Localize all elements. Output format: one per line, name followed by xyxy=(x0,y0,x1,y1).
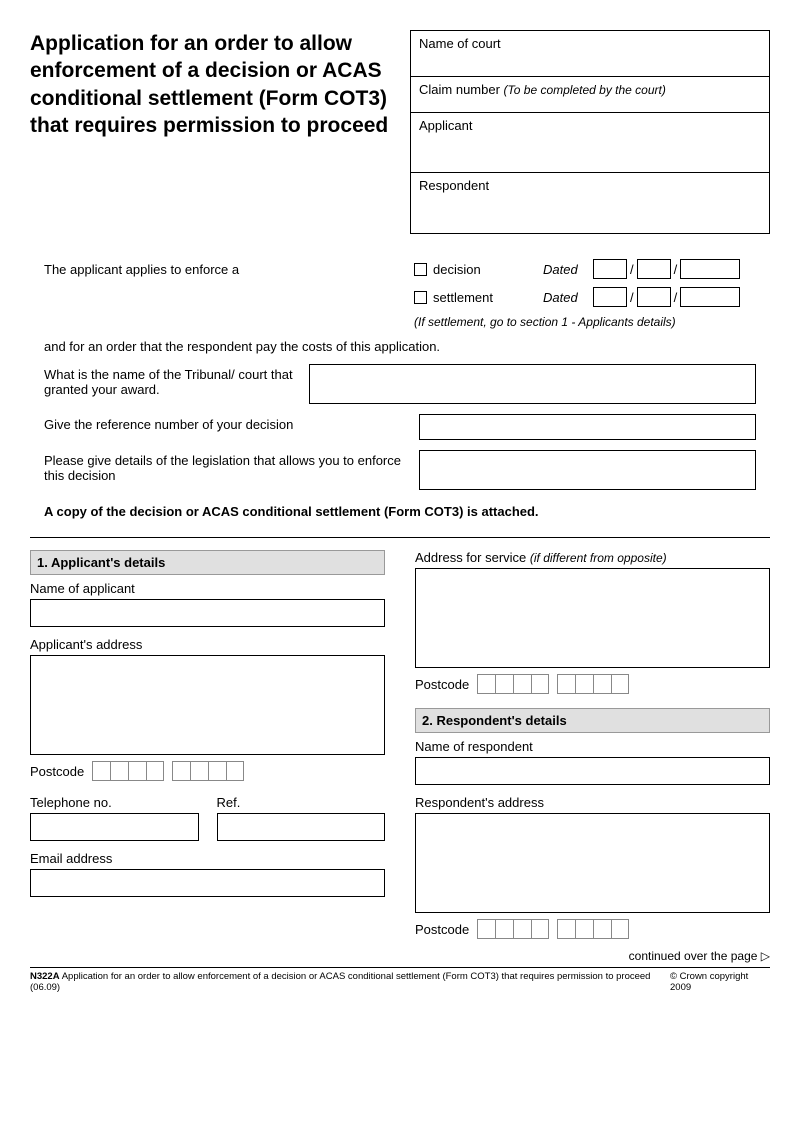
applicant-name-input[interactable] xyxy=(30,599,385,627)
legislation-input[interactable] xyxy=(419,450,756,490)
telephone-input[interactable] xyxy=(30,813,199,841)
continued-text: continued over the page xyxy=(629,949,758,963)
email-label: Email address xyxy=(30,851,385,866)
claim-number-cell: Claim number (To be completed by the cou… xyxy=(411,77,769,113)
applicant-address-label: Applicant's address xyxy=(30,637,385,652)
footer-copyright: © Crown copyright 2009 xyxy=(670,971,770,993)
legislation-question: Please give details of the legislation t… xyxy=(44,450,404,483)
decision-checkbox[interactable] xyxy=(414,263,427,276)
decision-date-dd[interactable] xyxy=(593,259,627,279)
ref-input[interactable] xyxy=(217,813,386,841)
respondent-postcode-input[interactable] xyxy=(477,919,629,939)
applicant-address-input[interactable] xyxy=(30,655,385,755)
tribunal-question: What is the name of the Tribunal/ court … xyxy=(44,364,294,397)
email-input[interactable] xyxy=(30,869,385,897)
respondent-name-input[interactable] xyxy=(415,757,770,785)
claim-number-note: (To be completed by the court) xyxy=(504,83,666,97)
respondent-postcode-label: Postcode xyxy=(415,922,469,937)
claim-number-label: Claim number xyxy=(419,82,500,97)
service-postcode-label: Postcode xyxy=(415,677,469,692)
form-title: Application for an order to allow enforc… xyxy=(30,30,390,139)
respondent-address-input[interactable] xyxy=(415,813,770,913)
applicant-label: Applicant xyxy=(419,118,472,133)
costs-line: and for an order that the respondent pay… xyxy=(44,339,756,354)
respondent-address-label: Respondent's address xyxy=(415,795,770,810)
settlement-note: (If settlement, go to section 1 - Applic… xyxy=(414,315,756,329)
attachment-note: A copy of the decision or ACAS condition… xyxy=(44,504,756,519)
reference-input[interactable] xyxy=(419,414,756,440)
settlement-label: settlement xyxy=(433,290,543,305)
name-of-court-cell[interactable]: Name of court xyxy=(411,31,769,77)
applicant-cell[interactable]: Applicant xyxy=(411,113,769,173)
tribunal-input[interactable] xyxy=(309,364,756,404)
footer-text: N322A Application for an order to allow … xyxy=(30,971,670,993)
settlement-date-mm[interactable] xyxy=(637,287,671,307)
settlement-checkbox[interactable] xyxy=(414,291,427,304)
enforce-intro: The applicant applies to enforce a xyxy=(44,262,414,277)
reference-question: Give the reference number of your decisi… xyxy=(44,414,404,432)
name-of-court-label: Name of court xyxy=(419,36,501,51)
decision-date-mm[interactable] xyxy=(637,259,671,279)
address-service-note: (if different from opposite) xyxy=(530,551,667,565)
section1-header: 1. Applicant's details xyxy=(30,550,385,575)
ref-label: Ref. xyxy=(217,795,386,810)
arrow-right-icon: ▷ xyxy=(761,949,770,963)
applicant-postcode-input[interactable] xyxy=(92,761,244,781)
section2-header: 2. Respondent's details xyxy=(415,708,770,733)
decision-date-yyyy[interactable] xyxy=(680,259,740,279)
telephone-label: Telephone no. xyxy=(30,795,199,810)
applicant-name-label: Name of applicant xyxy=(30,581,385,596)
service-postcode-input[interactable] xyxy=(477,674,629,694)
address-service-label: Address for service xyxy=(415,550,526,565)
settlement-date-yyyy[interactable] xyxy=(680,287,740,307)
divider xyxy=(30,537,770,538)
decision-label: decision xyxy=(433,262,543,277)
case-header-box: Name of court Claim number (To be comple… xyxy=(410,30,770,234)
settlement-date-dd[interactable] xyxy=(593,287,627,307)
dated-label-2: Dated xyxy=(543,290,593,305)
respondent-cell[interactable]: Respondent xyxy=(411,173,769,233)
respondent-label: Respondent xyxy=(419,178,489,193)
dated-label-1: Dated xyxy=(543,262,593,277)
applicant-postcode-label: Postcode xyxy=(30,764,84,779)
address-service-input[interactable] xyxy=(415,568,770,668)
respondent-name-label: Name of respondent xyxy=(415,739,770,754)
